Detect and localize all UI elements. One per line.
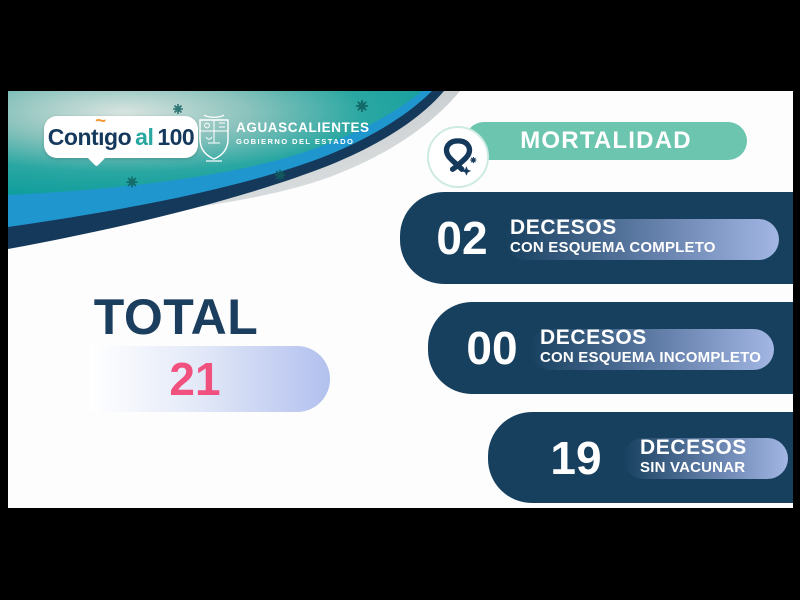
state-name: AGUASCALIENTES [236, 120, 370, 135]
star-icon [461, 166, 472, 176]
state-subtitle: GOBIERNO DEL ESTADO [236, 137, 355, 146]
deaths-count: 00 [466, 322, 518, 374]
logo-tilde-accent: ~ [95, 110, 106, 132]
card-highlight-bar [530, 329, 774, 370]
virus-icon [470, 157, 477, 164]
deaths-title: DECESOS [640, 436, 747, 459]
total-value: 21 [169, 353, 221, 405]
virus-icon [274, 169, 286, 181]
section-title-pill: MORTALIDAD [465, 122, 747, 160]
virus-icon [173, 104, 183, 114]
deaths-count: 02 [436, 212, 488, 264]
logo-text-100: 100 [157, 123, 195, 150]
card-highlight-bar [623, 438, 788, 479]
deaths-subtitle: CON ESQUEMA INCOMPLETO [540, 349, 762, 366]
ribbon-badge [427, 126, 489, 188]
contigo-al-100-logo: Cont ı ~ go al 100 [44, 110, 198, 167]
logo-letter-i: ı ~ [95, 110, 106, 150]
total-value-pill: 21 [90, 346, 330, 412]
card-highlight-bar [505, 219, 779, 260]
section-title: MORTALIDAD [520, 127, 692, 154]
total-label: TOTAL [93, 289, 259, 345]
mourning-ribbon-icon [443, 138, 477, 176]
deaths-subtitle: CON ESQUEMA COMPLETO [510, 239, 716, 256]
deaths-subtitle: SIN VACUNAR [640, 459, 746, 476]
deaths-title: DECESOS [540, 326, 647, 349]
logo-text-post: go [104, 123, 132, 150]
deaths-card-unvaccinated: 19 DECESOS SIN VACUNAR [488, 412, 793, 503]
deaths-card-incomplete-scheme: 00 DECESOS CON ESQUEMA INCOMPLETO [428, 302, 793, 394]
deaths-title: DECESOS [510, 216, 617, 239]
deaths-card-complete-scheme: 02 DECESOS CON ESQUEMA COMPLETO [400, 192, 793, 284]
logo-text-al: al [135, 123, 154, 150]
virus-icon [126, 176, 138, 188]
logo-text-pre: Cont [47, 123, 99, 150]
coat-of-arms-icon [199, 114, 229, 162]
virus-icon [356, 100, 368, 112]
government-wordmark: AGUASCALIENTES GOBIERNO DEL ESTADO [236, 120, 370, 146]
slide-canvas: Cont ı ~ go al 100 AGUASCALIENTES GOBIERNO DE… [8, 91, 793, 508]
deaths-count: 19 [550, 431, 602, 484]
